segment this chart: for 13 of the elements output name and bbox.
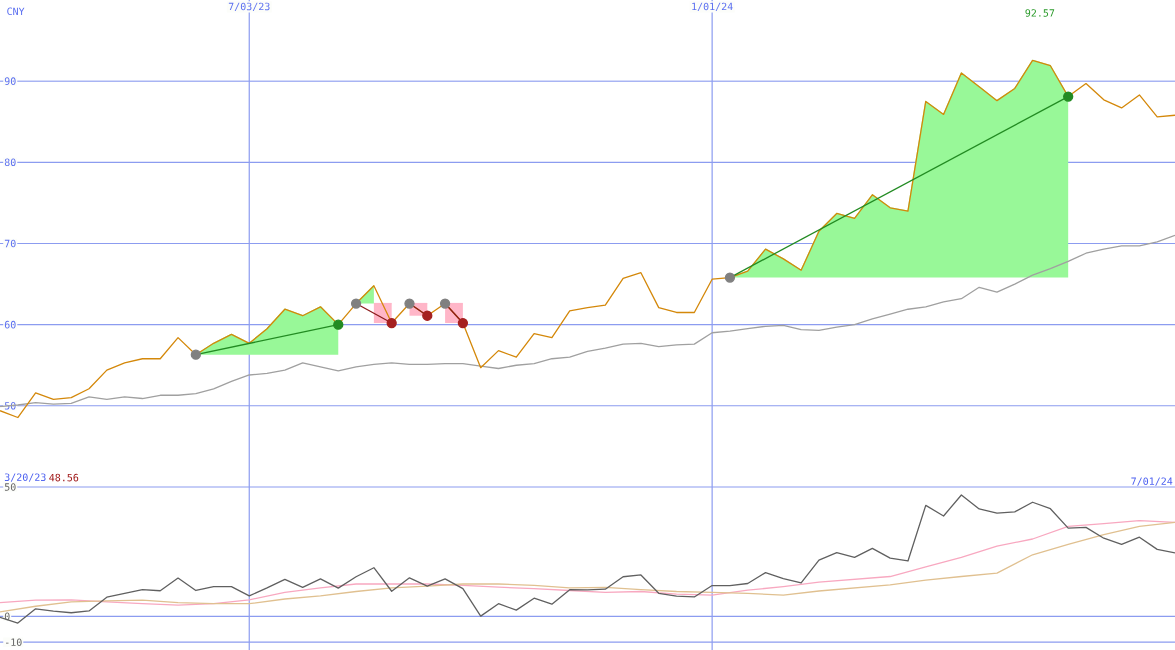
annotation: 7/01/24 xyxy=(1131,477,1173,486)
y-tick-label: 90 xyxy=(4,77,16,85)
y-tick-label: 60 xyxy=(4,320,16,329)
y-tick-label: 70 xyxy=(4,239,16,248)
annotation: 92.57 xyxy=(1025,9,1055,17)
y-tick-label: 50 xyxy=(4,483,16,491)
y-axis-title: CNY xyxy=(7,7,25,16)
annotation: 48.56 xyxy=(49,473,79,482)
y-tick-label: -10 xyxy=(5,638,22,646)
annotation: 3/20/23 xyxy=(4,473,46,482)
x-tick-label: 1/01/24 xyxy=(692,2,733,12)
y-tick-label: 80 xyxy=(4,158,16,167)
x-tick-label: 7/03/23 xyxy=(228,2,270,12)
